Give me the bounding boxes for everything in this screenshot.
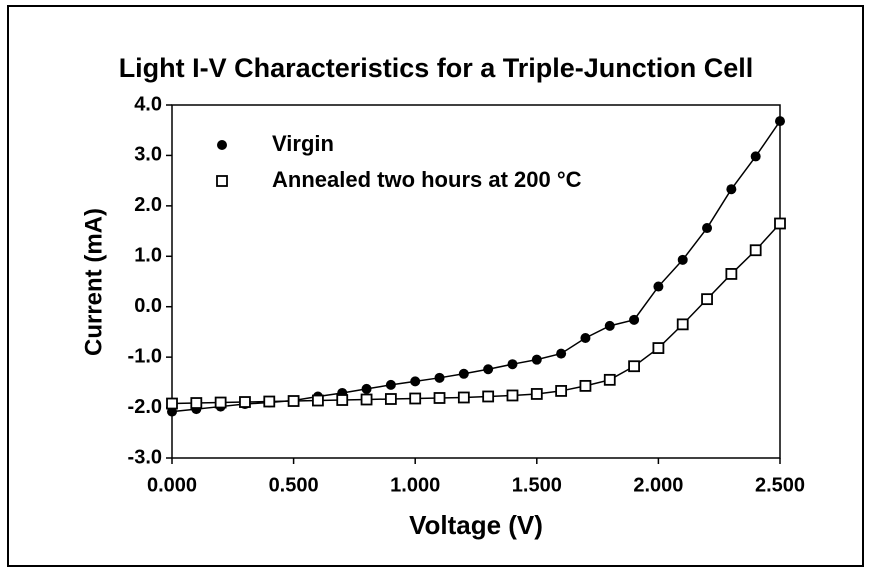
series-line: [171, 120, 781, 413]
marker: [434, 372, 445, 383]
marker: [482, 390, 495, 403]
marker: [604, 320, 615, 331]
marker: [312, 394, 324, 407]
marker: [677, 254, 688, 265]
marker: [336, 394, 349, 406]
x-tick-label: 1.500: [512, 474, 562, 496]
marker: [385, 379, 396, 390]
plot-area: [171, 104, 781, 459]
marker: [507, 359, 518, 370]
marker: [166, 397, 178, 410]
marker: [287, 395, 300, 407]
x-tick-label: 1.000: [390, 474, 440, 496]
legend-label: Virgin: [272, 131, 334, 156]
y-tick-label: -3.0: [128, 446, 162, 468]
y-tick-label: -1.0: [128, 345, 162, 367]
marker: [531, 354, 542, 365]
marker: [263, 395, 276, 408]
x-tick-label: 2.500: [755, 474, 805, 496]
marker: [384, 393, 397, 405]
marker: [749, 244, 762, 257]
y-axis-label: Current (mA): [80, 208, 107, 356]
marker: [775, 116, 785, 127]
chart-title: Light I-V Characteristics for a Triple-J…: [119, 53, 754, 83]
marker: [750, 151, 761, 162]
y-tick-label: 4.0: [134, 93, 162, 115]
series-line: [171, 223, 781, 405]
marker: [701, 293, 713, 306]
legend-marker: [217, 140, 227, 150]
marker: [676, 318, 689, 331]
y-tick-label: 3.0: [134, 144, 162, 166]
y-tick-label: -2.0: [128, 396, 162, 418]
marker: [409, 392, 422, 405]
y-tick-label: 2.0: [134, 194, 162, 216]
x-tick-label: 0.000: [147, 474, 197, 496]
marker: [555, 385, 568, 397]
marker: [653, 281, 664, 292]
marker: [458, 368, 469, 379]
x-tick-label: 0.500: [269, 474, 319, 496]
x-axis-label: Voltage (V): [409, 510, 543, 540]
marker: [725, 268, 738, 280]
marker: [361, 383, 372, 394]
frame: [7, 5, 864, 567]
marker: [239, 396, 251, 408]
marker: [190, 397, 203, 409]
marker: [603, 373, 616, 386]
marker: [774, 217, 786, 230]
marker: [556, 348, 567, 359]
legend-marker: [216, 175, 228, 187]
marker: [506, 389, 519, 402]
marker: [457, 391, 470, 404]
y-tick-label: 0.0: [134, 295, 162, 317]
marker: [410, 376, 421, 387]
marker: [579, 379, 592, 392]
marker: [530, 388, 543, 400]
marker: [580, 332, 591, 343]
marker: [483, 364, 494, 375]
marker: [652, 342, 665, 354]
marker: [433, 392, 446, 404]
marker: [629, 314, 640, 325]
y-tick-label: 1.0: [134, 245, 162, 267]
marker: [702, 223, 713, 234]
legend-label: Annealed two hours at 200 °C: [272, 167, 582, 192]
x-tick-label: 2.000: [633, 474, 683, 496]
marker: [360, 393, 373, 406]
marker: [214, 396, 227, 409]
marker: [726, 184, 737, 195]
marker: [628, 360, 640, 373]
